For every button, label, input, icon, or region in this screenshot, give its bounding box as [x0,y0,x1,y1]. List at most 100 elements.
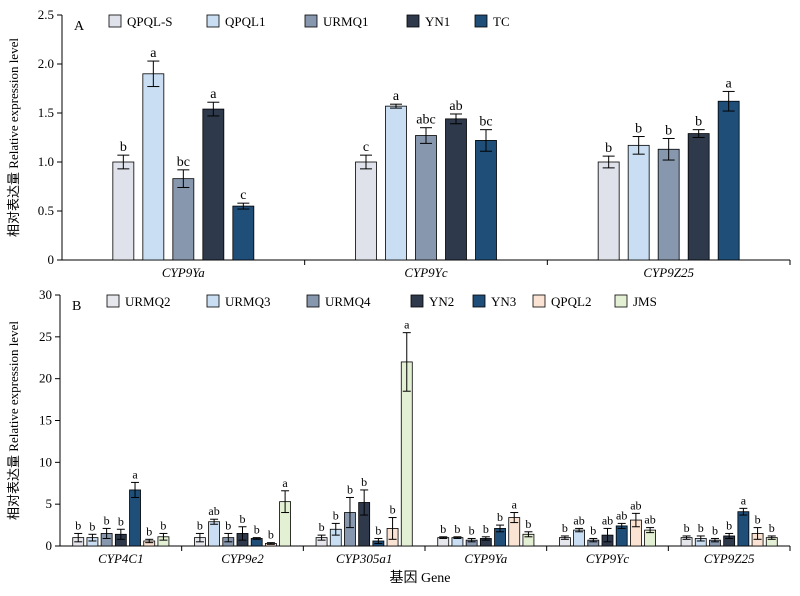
significance-label: b [268,528,274,542]
legend-swatch [406,14,420,28]
legend-label: URMQ4 [325,294,371,309]
bar [172,178,195,261]
x-tick-label: CYP9Ya [464,551,507,566]
bar [142,73,165,261]
significance-label: b [89,519,95,533]
legend-swatch [410,294,424,308]
significance-label: a [393,89,400,104]
significance-label: a [741,493,747,507]
legend-label: QPQL2 [551,294,591,309]
bar [129,489,141,547]
x-tick-label: CYP9Yc [586,551,630,566]
significance-label: b [440,522,446,536]
legend-label: URMQ3 [225,294,271,309]
significance-label: b [319,520,325,534]
legend-label: YN3 [491,294,516,309]
significance-label: a [404,318,410,332]
x-tick-label: CYP9Z25 [643,265,694,280]
legend-swatch [206,294,220,308]
bar [687,133,710,261]
bar [657,148,680,261]
significance-label: b [254,523,260,537]
y-tick-label: 1.0 [38,154,54,169]
y-axis-label: 相对表达量 Relative expression level [6,321,21,520]
legend-label: TC [493,14,510,29]
y-tick-label: 0 [46,538,53,553]
significance-label: b [469,523,475,537]
significance-label: a [512,498,518,512]
legend-label: URMQ2 [125,294,171,309]
bar [627,144,650,261]
significance-label: ab [616,508,627,522]
significance-label: b [755,513,761,527]
bar [573,529,585,547]
significance-label: b [590,523,596,537]
y-tick-label: 0 [48,252,55,267]
x-tick-label: CYP9e2 [221,551,264,566]
panel-a-chart: 0 0.5 1.0 1.5 2.0 2.5 相对表达量 Relative expressio… [6,7,791,280]
significance-label: b [497,510,503,524]
significance-label: ab [573,513,584,527]
significance-label: b [483,522,489,536]
significance-label: ab [644,513,655,527]
legend-label: QPQL-S [127,14,173,29]
legend-label: YN2 [429,294,454,309]
significance-label: b [769,521,775,535]
significance-label: abc [416,113,435,128]
significance-label: b [104,513,110,527]
significance-label: b [333,508,339,522]
significance-label: a [282,476,288,490]
legend-swatch [614,294,628,308]
x-tick-label: CYP4C1 [98,551,144,566]
significance-label: b [726,518,732,532]
significance-label: b [118,514,124,528]
legend-swatch [532,294,546,308]
bar [737,511,750,547]
panel-b-chart: 0 5 10 15 20 25 30 相对表达量 Relative expression le… [6,287,791,566]
significance-label: b [75,518,81,532]
legend-swatch [304,14,318,28]
significance-label: b [160,518,166,532]
x-axis-title: 基因 Gene [389,569,450,586]
significance-label: b [665,123,672,138]
y-tick-label: 2.5 [38,7,54,22]
significance-label: a [726,76,733,91]
significance-label: b [361,475,367,489]
significance-label: b [225,518,231,532]
significance-label: b [197,518,203,532]
significance-label: b [454,522,460,536]
legend-swatch [472,294,486,308]
bar [717,100,740,261]
significance-label: ab [449,99,462,114]
significance-label: a [150,46,157,61]
significance-label: b [347,482,353,496]
x-tick-label: CYP9Ya [162,265,205,280]
significance-label: b [635,122,642,137]
y-tick-label: 15 [39,413,52,428]
significance-label: b [146,524,152,538]
x-tick-label: CYP9Z25 [704,551,755,566]
bar [385,105,407,261]
x-tick-label: CYP305a1 [336,551,392,566]
bar [208,521,221,547]
significance-label: b [375,523,381,537]
significance-label: b [525,517,531,531]
bar [202,108,225,261]
y-tick-label: 5 [46,496,53,511]
legend-swatch [306,294,320,308]
significance-label: b [120,140,127,155]
significance-label: b [684,521,690,535]
legend-label: JMS [633,294,657,309]
x-tick-label: CYP9Yc [404,265,448,280]
significance-label: b [698,521,704,535]
y-tick-label: 20 [39,371,52,386]
legend-label: YN1 [425,14,450,29]
significance-label: ab [208,504,219,518]
legend-swatch [474,14,488,28]
bar [355,161,377,261]
legend-swatch [108,14,122,28]
significance-label: a [210,87,217,102]
bar [475,140,497,261]
significance-label: b [695,115,702,130]
